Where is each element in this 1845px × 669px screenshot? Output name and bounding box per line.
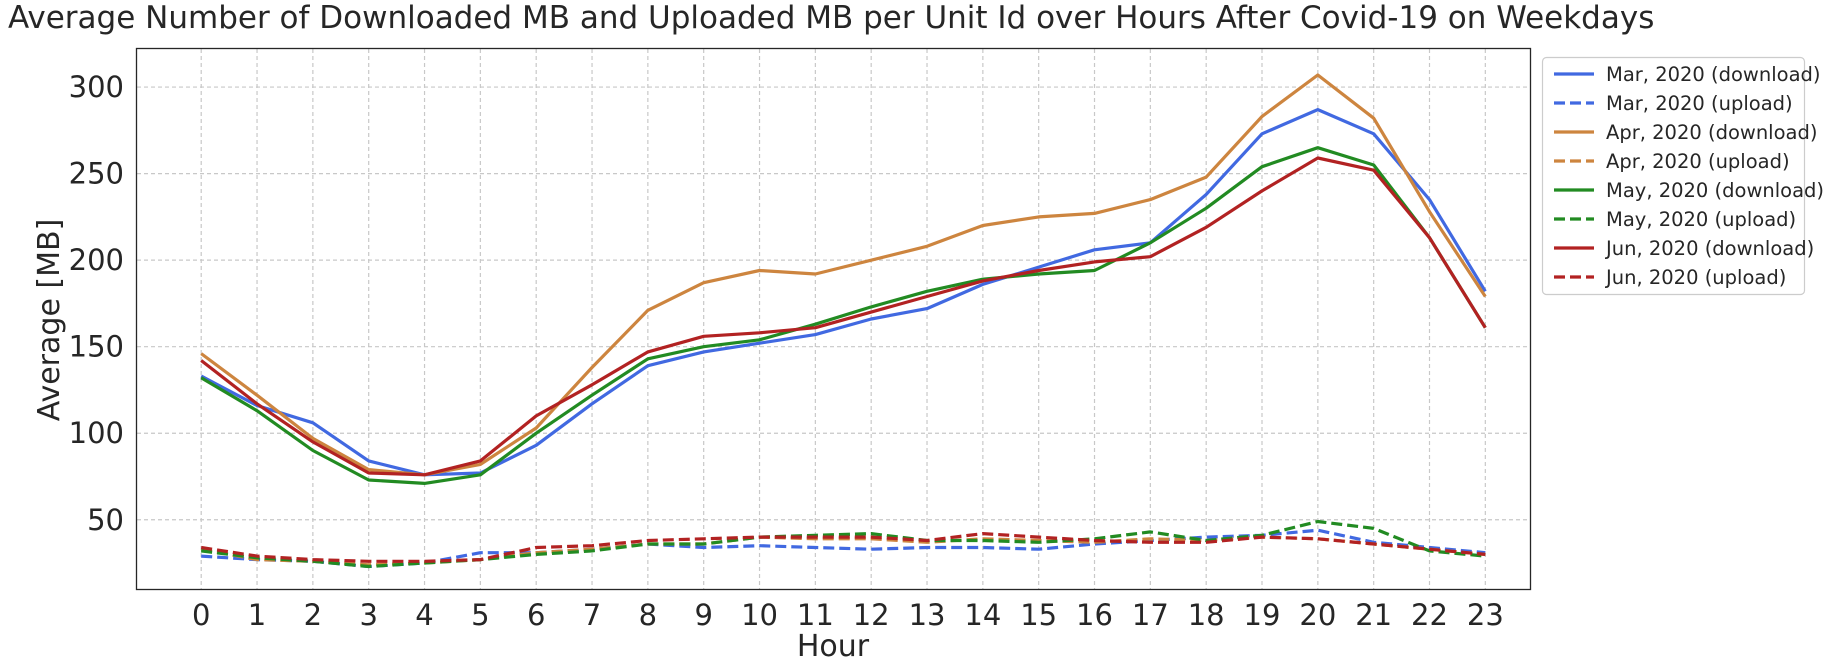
series-line-7 [200,531,1486,563]
x-tick-label: 17 [1132,598,1169,632]
y-tick-label: 200 [69,243,124,277]
chart-legend: Mar, 2020 (download) Mar, 2020 (upload) Ap… [1541,56,1824,296]
x-tick-label: 21 [1355,598,1392,632]
x-tick-label: 15 [1020,598,1057,632]
legend-frame [1541,56,1806,296]
x-tick-label: 14 [964,598,1001,632]
x-tick-label: 6 [527,598,545,632]
plot-frame [135,47,1532,591]
legend-label: Jun, 2020 (upload) [1604,266,1786,289]
x-tick-label: 0 [192,598,210,632]
x-tick-label: 1 [248,598,266,632]
x-tick-label: 7 [583,598,601,632]
x-tick-label: 23 [1467,598,1504,632]
series-line-5 [201,519,1486,569]
x-tick-label: 20 [1299,598,1336,632]
x-tick-label: 12 [853,598,890,632]
x-tick-label: 11 [797,598,834,632]
legend-label: Mar, 2020 (upload) [1606,92,1793,115]
y-axis-ticks: 50 100 150 200 250 300 [69,70,124,537]
y-tick-label: 250 [69,157,124,191]
y-axis-label: Average [MB] [32,219,67,422]
x-tick-label: 19 [1244,598,1281,632]
x-tick-label: 5 [471,598,489,632]
x-tick-label: 10 [741,598,778,632]
x-axis-label: Hour [797,629,870,664]
x-tick-label: 9 [694,598,712,632]
series-line-6 [200,156,1487,477]
y-tick-label: 100 [69,416,124,450]
y-tick-label: 50 [87,503,124,537]
x-tick-label: 4 [415,598,433,632]
legend-label: Mar, 2020 (download) [1606,63,1821,86]
x-tick-label: 3 [359,598,377,632]
series-lines [200,73,1487,569]
x-tick-label: 18 [1188,598,1225,632]
grid-lines [137,49,1530,589]
x-tick-label: 8 [639,598,657,632]
series-line-0 [200,107,1487,477]
x-tick-label: 22 [1411,598,1448,632]
legend-label: May, 2020 (download) [1606,179,1824,202]
legend-label: Apr, 2020 (download) [1606,121,1817,144]
chart-title: Average Number of Downloaded MB and Uplo… [8,0,1654,36]
series-line-2 [200,73,1487,477]
legend-label: May, 2020 (upload) [1606,208,1796,231]
x-axis-ticks: 0 1 2 3 4 5 6 7 8 9 10 11 12 13 14 15 16 17 18 19 20 21 22 23 [192,598,1504,632]
y-tick-label: 300 [69,70,124,104]
legend-label: Jun, 2020 (download) [1604,237,1814,260]
y-tick-label: 150 [69,330,124,364]
x-tick-label: 16 [1076,598,1113,632]
series-line-4 [200,146,1487,485]
legend-label: Apr, 2020 (upload) [1606,150,1790,173]
x-tick-label: 13 [909,598,946,632]
legend-items: Mar, 2020 (download) Mar, 2020 (upload) Ap… [1554,63,1824,289]
x-tick-label: 2 [304,598,322,632]
